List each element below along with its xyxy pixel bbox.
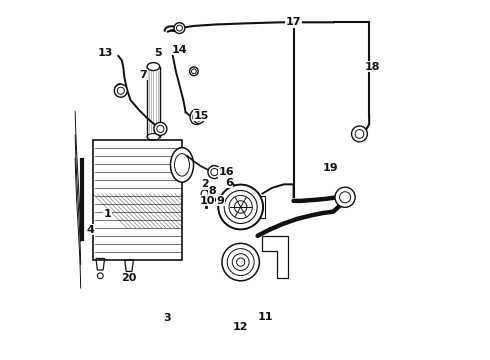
- Ellipse shape: [171, 148, 194, 182]
- Circle shape: [219, 185, 263, 229]
- Text: 5: 5: [154, 48, 162, 58]
- Circle shape: [174, 23, 185, 33]
- Circle shape: [194, 113, 204, 123]
- Circle shape: [190, 67, 198, 76]
- Text: 15: 15: [194, 111, 209, 121]
- Circle shape: [222, 243, 259, 281]
- Text: 16: 16: [219, 167, 234, 177]
- Text: 7: 7: [140, 70, 147, 80]
- Ellipse shape: [147, 63, 160, 71]
- Text: 14: 14: [172, 45, 187, 55]
- Text: 19: 19: [323, 163, 339, 174]
- Ellipse shape: [115, 84, 124, 95]
- Circle shape: [351, 126, 368, 142]
- Text: 17: 17: [286, 17, 301, 27]
- Circle shape: [114, 84, 127, 97]
- Text: 1: 1: [103, 209, 111, 219]
- Text: 3: 3: [164, 312, 171, 323]
- Circle shape: [154, 122, 167, 135]
- Polygon shape: [229, 196, 265, 218]
- Text: 9: 9: [217, 196, 224, 206]
- Text: 10: 10: [199, 196, 215, 206]
- Text: 13: 13: [98, 48, 113, 58]
- Text: 12: 12: [233, 322, 248, 332]
- Ellipse shape: [190, 109, 203, 125]
- Text: 6: 6: [225, 178, 233, 188]
- Circle shape: [204, 198, 209, 203]
- Circle shape: [208, 166, 221, 179]
- Text: 4: 4: [87, 225, 95, 235]
- Text: 2: 2: [201, 179, 209, 189]
- Text: 8: 8: [208, 186, 216, 196]
- Text: 18: 18: [365, 62, 381, 72]
- Circle shape: [201, 190, 208, 197]
- Circle shape: [219, 185, 263, 229]
- Circle shape: [208, 196, 216, 203]
- Text: 20: 20: [122, 273, 137, 283]
- Circle shape: [335, 187, 355, 207]
- Text: 11: 11: [258, 312, 273, 322]
